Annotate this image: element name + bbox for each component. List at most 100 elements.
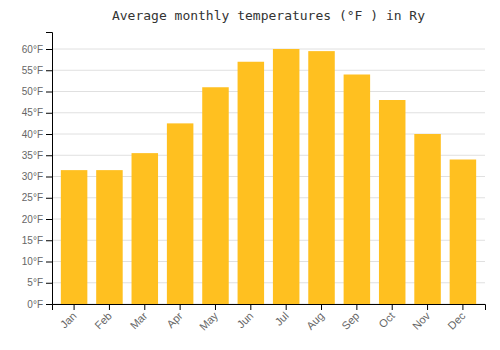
bar [344,75,371,305]
tick-label: Apr [164,309,185,330]
tick: 30°F [22,171,52,182]
tick: Sep [339,304,361,332]
tick: 60°F [22,44,52,55]
bar [273,49,300,304]
bar [61,170,88,304]
tick-mark [46,198,52,199]
bar [238,62,265,304]
bar [202,87,229,304]
tick-label: 15°F [22,235,43,246]
tick-mark [46,177,52,178]
tick: Mar [128,304,150,331]
axis-line [53,305,486,311]
tick-mark [427,304,428,310]
tick-label: Nov [410,309,433,332]
tick-label: 45°F [22,107,43,118]
tick-mark [74,304,75,310]
chart: Jan Feb Mar Apr May Jun Jul Aug Sep Oct Nov Dec 0°F 5… [0,0,500,350]
tick-mark [46,283,52,284]
tick: 15°F [22,235,52,246]
tick-mark [392,304,393,310]
grid [52,49,485,304]
tick-label: 20°F [22,214,43,225]
tick: 0°F [27,299,52,310]
bar [450,160,477,305]
tick: 40°F [22,129,52,140]
tick-label: 50°F [22,86,43,97]
tick-mark [286,304,287,310]
tick-label: Oct [376,310,397,331]
tick: May [197,304,221,333]
tick: Aug [304,304,326,332]
tick-label: May [197,309,221,333]
y-axis: 0°F 5°F 10°F 15°F 20°F 25°F 30°F 35°F 40°F 45°F 50… [22,33,53,310]
bar [414,134,441,304]
tick-label: Mar [128,309,150,331]
tick-mark [250,304,251,310]
tick: 25°F [22,192,52,203]
tick-mark [46,304,52,305]
tick-mark [46,240,52,241]
tick-mark [462,304,463,310]
grid-line [52,91,485,92]
grid-line [52,70,485,71]
grid-line [52,112,485,113]
tick-label: Sep [339,310,361,332]
tick: 35°F [22,150,52,161]
tick-mark [46,155,52,156]
tick-label: 60°F [22,44,43,55]
tick: Oct [376,304,397,330]
tick: 5°F [27,277,52,288]
bar [96,170,123,304]
tick-mark [215,304,216,310]
grid-line [52,49,485,50]
tick-mark [46,262,52,263]
tick-mark [180,304,181,310]
plot: Jan Feb Mar Apr May Jun Jul Aug Sep Oct Nov Dec 0°F 5… [22,33,486,333]
bar [167,123,194,304]
tick: 20°F [22,214,52,225]
tick: Nov [410,304,433,332]
tick: Apr [164,304,185,330]
tick-label: Dec [445,309,468,332]
tick-mark [109,304,110,310]
tick-label: 10°F [22,256,43,267]
bar [379,100,406,304]
tick-label: Jul [272,310,290,328]
x-axis: Jan Feb Mar Apr May Jun Jul Aug Sep Oct Nov Dec [53,304,486,333]
tick: 10°F [22,256,52,267]
tick-mark [144,304,145,310]
tick: 55°F [22,65,52,76]
tick: Dec [445,304,468,332]
tick-mark [46,113,52,114]
tick-label: 55°F [22,65,43,76]
tick-label: 35°F [22,150,43,161]
tick-label: 0°F [27,299,43,310]
bars [61,49,476,304]
bar [132,153,159,304]
tick-label: 25°F [22,192,43,203]
title: Average monthly temperatures (°F ) in Ry [112,8,425,23]
tick: Feb [92,304,114,331]
tick-label: 5°F [27,277,43,288]
tick: Jan [58,304,79,331]
axis-line [46,33,53,305]
tick: 50°F [22,86,52,97]
tick-mark [46,70,52,71]
tick-mark [46,134,52,135]
tick: Jul [272,304,290,328]
tick-mark [321,304,322,310]
tick-label: 30°F [22,171,43,182]
tick-mark [46,49,52,50]
tick: Jun [234,304,255,331]
tick-label: Aug [304,310,326,332]
tick: 45°F [22,107,52,118]
tick-label: Jan [58,310,79,331]
bar [308,51,335,304]
tick-mark [46,219,52,220]
tick-label: Jun [234,310,255,331]
tick-mark [356,304,357,310]
tick-label: 40°F [22,129,43,140]
tick-mark [46,92,52,93]
tick-label: Feb [92,310,114,332]
